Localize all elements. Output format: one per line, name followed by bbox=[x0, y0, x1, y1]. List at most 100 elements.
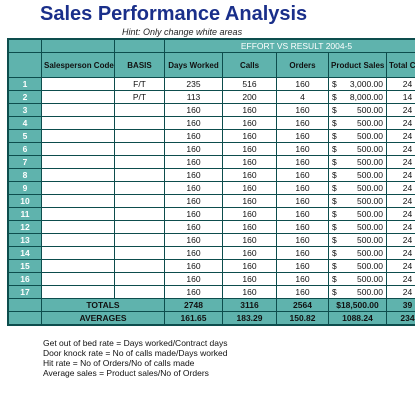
basis-cell[interactable] bbox=[114, 103, 165, 117]
product-sales-cell[interactable]: $500.00 bbox=[328, 168, 387, 182]
days-worked-cell[interactable]: 160 bbox=[164, 142, 223, 156]
orders-cell[interactable]: 160 bbox=[276, 181, 329, 195]
calls-cell[interactable]: 160 bbox=[222, 116, 277, 130]
salesperson-code-cell[interactable] bbox=[41, 259, 115, 273]
orders-cell[interactable]: 160 bbox=[276, 77, 329, 91]
orders-cell[interactable]: 160 bbox=[276, 103, 329, 117]
calls-cell[interactable]: 160 bbox=[222, 142, 277, 156]
orders-cell[interactable]: 160 bbox=[276, 259, 329, 273]
salesperson-code-cell[interactable] bbox=[41, 194, 115, 208]
salesperson-code-cell[interactable] bbox=[41, 155, 115, 169]
days-worked-cell[interactable]: 160 bbox=[164, 181, 223, 195]
calls-cell[interactable]: 160 bbox=[222, 272, 277, 286]
orders-cell[interactable]: 160 bbox=[276, 233, 329, 247]
product-sales-cell[interactable]: $3,000.00 bbox=[328, 77, 387, 91]
product-sales-cell[interactable]: $500.00 bbox=[328, 155, 387, 169]
calls-cell[interactable]: 160 bbox=[222, 103, 277, 117]
product-sales-cell[interactable]: $500.00 bbox=[328, 194, 387, 208]
basis-cell[interactable] bbox=[114, 272, 165, 286]
basis-cell[interactable]: P/T bbox=[114, 90, 165, 104]
days-worked-cell[interactable]: 160 bbox=[164, 233, 223, 247]
salesperson-code-cell[interactable] bbox=[41, 168, 115, 182]
orders-cell[interactable]: 160 bbox=[276, 207, 329, 221]
orders-cell[interactable]: 160 bbox=[276, 194, 329, 208]
orders-cell[interactable]: 160 bbox=[276, 142, 329, 156]
salesperson-code-cell[interactable] bbox=[41, 246, 115, 260]
calls-cell[interactable]: 160 bbox=[222, 155, 277, 169]
basis-cell[interactable] bbox=[114, 285, 165, 299]
product-sales-cell[interactable]: $500.00 bbox=[328, 259, 387, 273]
days-worked-cell[interactable]: 113 bbox=[164, 90, 223, 104]
calls-cell[interactable]: 160 bbox=[222, 259, 277, 273]
basis-cell[interactable] bbox=[114, 220, 165, 234]
orders-cell[interactable]: 160 bbox=[276, 246, 329, 260]
basis-cell[interactable] bbox=[114, 155, 165, 169]
salesperson-code-cell[interactable] bbox=[41, 116, 115, 130]
product-sales-cell[interactable]: $500.00 bbox=[328, 142, 387, 156]
orders-cell[interactable]: 160 bbox=[276, 116, 329, 130]
orders-cell[interactable]: 160 bbox=[276, 285, 329, 299]
product-sales-cell[interactable]: $500.00 bbox=[328, 181, 387, 195]
days-worked-cell[interactable]: 160 bbox=[164, 155, 223, 169]
basis-cell[interactable] bbox=[114, 233, 165, 247]
product-sales-cell[interactable]: $8,000.00 bbox=[328, 90, 387, 104]
days-worked-cell[interactable]: 160 bbox=[164, 194, 223, 208]
product-sales-cell[interactable]: $500.00 bbox=[328, 272, 387, 286]
basis-cell[interactable] bbox=[114, 194, 165, 208]
product-sales-cell[interactable]: $500.00 bbox=[328, 207, 387, 221]
salesperson-code-cell[interactable] bbox=[41, 272, 115, 286]
calls-cell[interactable]: 160 bbox=[222, 285, 277, 299]
basis-cell[interactable]: F/T bbox=[114, 77, 165, 91]
orders-cell[interactable]: 160 bbox=[276, 272, 329, 286]
salesperson-code-cell[interactable] bbox=[41, 90, 115, 104]
days-worked-cell[interactable]: 160 bbox=[164, 246, 223, 260]
calls-cell[interactable]: 160 bbox=[222, 246, 277, 260]
salesperson-code-cell[interactable] bbox=[41, 207, 115, 221]
calls-cell[interactable]: 160 bbox=[222, 233, 277, 247]
product-sales-cell[interactable]: $500.00 bbox=[328, 220, 387, 234]
salesperson-code-cell[interactable] bbox=[41, 129, 115, 143]
days-worked-cell[interactable]: 160 bbox=[164, 129, 223, 143]
days-worked-cell[interactable]: 160 bbox=[164, 207, 223, 221]
days-worked-cell[interactable]: 160 bbox=[164, 220, 223, 234]
salesperson-code-cell[interactable] bbox=[41, 220, 115, 234]
basis-cell[interactable] bbox=[114, 246, 165, 260]
days-worked-cell[interactable]: 160 bbox=[164, 272, 223, 286]
calls-cell[interactable]: 160 bbox=[222, 194, 277, 208]
days-worked-cell[interactable]: 160 bbox=[164, 168, 223, 182]
orders-cell[interactable]: 160 bbox=[276, 168, 329, 182]
calls-cell[interactable]: 160 bbox=[222, 168, 277, 182]
days-worked-cell[interactable]: 160 bbox=[164, 259, 223, 273]
orders-cell[interactable]: 160 bbox=[276, 129, 329, 143]
calls-cell[interactable]: 160 bbox=[222, 220, 277, 234]
calls-cell[interactable]: 516 bbox=[222, 77, 277, 91]
salesperson-code-cell[interactable] bbox=[41, 181, 115, 195]
basis-cell[interactable] bbox=[114, 116, 165, 130]
product-sales-cell[interactable]: $500.00 bbox=[328, 285, 387, 299]
basis-cell[interactable] bbox=[114, 168, 165, 182]
calls-cell[interactable]: 200 bbox=[222, 90, 277, 104]
product-sales-cell[interactable]: $500.00 bbox=[328, 233, 387, 247]
days-worked-cell[interactable]: 160 bbox=[164, 116, 223, 130]
basis-cell[interactable] bbox=[114, 207, 165, 221]
product-sales-cell[interactable]: $500.00 bbox=[328, 129, 387, 143]
calls-cell[interactable]: 160 bbox=[222, 207, 277, 221]
product-sales-cell[interactable]: $500.00 bbox=[328, 103, 387, 117]
orders-cell[interactable]: 4 bbox=[276, 90, 329, 104]
basis-cell[interactable] bbox=[114, 129, 165, 143]
days-worked-cell[interactable]: 160 bbox=[164, 285, 223, 299]
salesperson-code-cell[interactable] bbox=[41, 103, 115, 117]
salesperson-code-cell[interactable] bbox=[41, 233, 115, 247]
basis-cell[interactable] bbox=[114, 181, 165, 195]
orders-cell[interactable]: 160 bbox=[276, 220, 329, 234]
basis-cell[interactable] bbox=[114, 142, 165, 156]
orders-cell[interactable]: 160 bbox=[276, 155, 329, 169]
product-sales-cell[interactable]: $500.00 bbox=[328, 116, 387, 130]
basis-cell[interactable] bbox=[114, 259, 165, 273]
salesperson-code-cell[interactable] bbox=[41, 77, 115, 91]
salesperson-code-cell[interactable] bbox=[41, 142, 115, 156]
calls-cell[interactable]: 160 bbox=[222, 181, 277, 195]
salesperson-code-cell[interactable] bbox=[41, 285, 115, 299]
product-sales-cell[interactable]: $500.00 bbox=[328, 246, 387, 260]
calls-cell[interactable]: 160 bbox=[222, 129, 277, 143]
